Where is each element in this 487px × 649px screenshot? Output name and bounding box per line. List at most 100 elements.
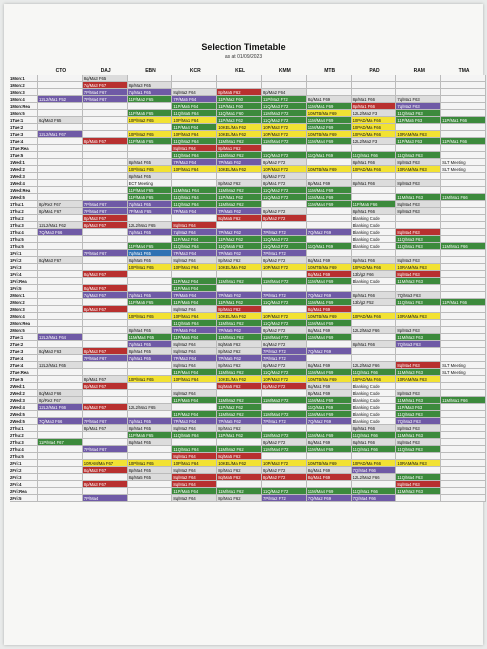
empty-cell xyxy=(441,418,486,425)
timetable-row: 2Thu:4 7P/Ma4 F67 11Q/Ma1 F64 11M/Ma2 F62 11… xyxy=(10,446,486,453)
staff-column-header: KMM xyxy=(278,68,291,74)
lesson-cell: 10PAD/Ma F66 xyxy=(351,313,397,320)
lesson-cell: 7Q/Ma3 F63 xyxy=(396,418,442,425)
lesson-cell: 7P/Ma3 F64 xyxy=(172,418,218,425)
empty-cell xyxy=(38,474,83,481)
empty-cell xyxy=(217,390,262,397)
lesson-cell: 8p/Ma2 F64 xyxy=(261,89,307,96)
lesson-cell: 11M/Ma1 F62 xyxy=(217,138,262,145)
empty-cell xyxy=(38,383,83,390)
lesson-cell: 11Q/Ma3 F63 xyxy=(396,110,442,117)
empty-cell xyxy=(396,467,442,474)
lesson-cell: Blanking Code xyxy=(351,278,397,285)
lesson-cell: 11M/Ma4 F72 xyxy=(261,446,307,453)
lesson-cell: 11P/Ma5 F63 xyxy=(396,117,442,124)
lesson-cell: 12L2/Ma1 F65 xyxy=(127,222,173,229)
empty-cell xyxy=(82,264,128,271)
lesson-cell: 8p/Ma1 F69 xyxy=(306,390,352,397)
lesson-cell: 8p/Ma2 F62 xyxy=(217,180,262,187)
empty-cell xyxy=(38,152,83,159)
lesson-cell: 11Q/Ma1 F66 xyxy=(351,432,397,439)
lesson-cell: 8q/Ma1 F66 xyxy=(351,439,397,446)
period-label: 2Thu:2 xyxy=(10,432,38,439)
lesson-cell: 8p/Re2 F67 xyxy=(38,397,83,404)
empty-cell xyxy=(441,306,486,313)
timetable-row: 2Tue:2 7q/Ma1 F65 8q/Ma2 F64 8q/Ma5 F62 8q/M… xyxy=(10,341,486,348)
empty-cell xyxy=(38,264,83,271)
lesson-cell: 8p/Ma1 F67 xyxy=(82,425,128,432)
lesson-cell: 10P/Ma2 F65 xyxy=(127,131,173,138)
lesson-cell: 8q/Ma4 F65 xyxy=(127,439,173,446)
empty-cell xyxy=(38,481,83,488)
lesson-cell: 11Q/Ma1 F63 xyxy=(396,243,442,250)
lesson-cell: Blanking Code xyxy=(351,229,397,236)
empty-cell xyxy=(441,383,486,390)
period-label: 1Thu:3 xyxy=(10,222,38,229)
lesson-cell: Blanking Code xyxy=(351,236,397,243)
period-label: 1Tue:5 xyxy=(10,152,38,159)
empty-cell xyxy=(396,250,442,257)
lesson-cell: 11Q/Ma2 F72 xyxy=(261,117,307,124)
empty-cell xyxy=(351,145,397,152)
empty-cell xyxy=(441,481,486,488)
period-label: 1Mon:1 xyxy=(10,75,38,82)
lesson-cell: 7P/Ma5 F65 xyxy=(127,208,173,215)
staff-column-header: PAD xyxy=(369,68,380,74)
lesson-cell: 10P/Ma3 F72 xyxy=(261,131,307,138)
lesson-cell: 8p/Ma5 F67 xyxy=(82,138,128,145)
empty-cell xyxy=(127,390,173,397)
timetable-row: 1Mon:5 11P/Ma5 F65 11Q/Ma5 F64 11Q/Ma1 F60 1… xyxy=(10,110,486,117)
period-label: 2Fri:Rea xyxy=(10,488,38,495)
lesson-cell: 11P/Ma2 F64 xyxy=(172,278,218,285)
empty-cell xyxy=(441,425,486,432)
empty-cell xyxy=(396,187,442,194)
empty-cell xyxy=(82,103,128,110)
lesson-cell: 8q/Ma4 F63 xyxy=(396,229,442,236)
period-label: 2Mon:Rea xyxy=(10,320,38,327)
empty-cell xyxy=(306,82,352,89)
empty-cell xyxy=(261,271,307,278)
timetable-row: 1Fri:1 7P/Ma4 F67 7q/Ma1 F65 7P/Ma3 F64 7P/M… xyxy=(10,250,486,257)
lesson-cell: 8p/Ma2 F72 xyxy=(261,173,307,180)
timetable-row: 1Thu:5 11P/Ma2 F64 11P/Ma2 F62 11Q/Ma3 F72 B… xyxy=(10,236,486,243)
lesson-cell: 11P/Ma5 F64 xyxy=(172,397,218,404)
lesson-cell: 10RAM/Ma F63 xyxy=(396,376,442,383)
empty-cell xyxy=(217,439,262,446)
lesson-cell: 11Q/Ma5 F62 xyxy=(217,243,262,250)
empty-cell xyxy=(38,236,83,243)
lesson-cell: 7P/Ma5 F62 xyxy=(217,327,262,334)
empty-cell xyxy=(38,110,83,117)
timetable-row: 1Mon:2 7q/Ma3 F67 8p/Ma3 F65 xyxy=(10,82,486,89)
empty-cell xyxy=(396,222,442,229)
empty-cell xyxy=(351,187,397,194)
lesson-cell: 8p/Ma1 F62 xyxy=(217,145,262,152)
lesson-cell: 8q/Ma1 F69 xyxy=(306,96,352,103)
empty-cell xyxy=(38,103,83,110)
lesson-cell: 11P/Ma1 F62 xyxy=(217,194,262,201)
empty-cell xyxy=(127,124,173,131)
empty-cell xyxy=(217,75,262,82)
lesson-cell: 8p/Ma1 F62 xyxy=(217,425,262,432)
lesson-cell: 11P/Ma5 F64 xyxy=(172,488,218,495)
empty-cell xyxy=(351,89,397,96)
lesson-cell: 11M/Ma1 F63 xyxy=(396,432,442,439)
lesson-cell: 8p/Ma2 F72 xyxy=(261,327,307,334)
timetable-row: 1Thu:2 8p/Ma3 F67 8q/Ma5 F62 8p/Ma2 F72 Blan… xyxy=(10,215,486,222)
lesson-cell: 8q/Ma1 F64 xyxy=(172,145,218,152)
timetable-row: 1Fri:3 10P/Ma1 F65 10P/Ma1 F64 10KEL/Ma F62… xyxy=(10,264,486,271)
lesson-cell: 7Q/Ma3 F66 xyxy=(38,418,83,425)
lesson-cell: 8p/Ma3 F63 xyxy=(396,390,442,397)
lesson-cell: 10P/Ma1 F65 xyxy=(127,166,173,173)
empty-cell xyxy=(217,271,262,278)
lesson-cell: 11Q/Ma5 F64 xyxy=(172,110,218,117)
empty-cell xyxy=(38,327,83,334)
lesson-cell: 8p/Ma4 F65 xyxy=(127,173,173,180)
lesson-cell: 11M/Ma1 F69 xyxy=(306,187,352,194)
lesson-cell: 12L2/Ma2 F66 xyxy=(351,474,397,481)
lesson-cell: 10KEL/Ma F62 xyxy=(217,313,262,320)
lesson-cell: 11Q/Ma1 F69 xyxy=(306,152,352,159)
empty-cell xyxy=(38,82,83,89)
lesson-cell: 11P/Ma5 F65 xyxy=(127,299,173,306)
lesson-cell: 8q/Ma2 F64 xyxy=(172,425,218,432)
timetable-grid: CTO DAJ EBN KCR KEL KMM MTB PAD RAM TMA 1Mon:1 8q/… xyxy=(10,67,486,502)
